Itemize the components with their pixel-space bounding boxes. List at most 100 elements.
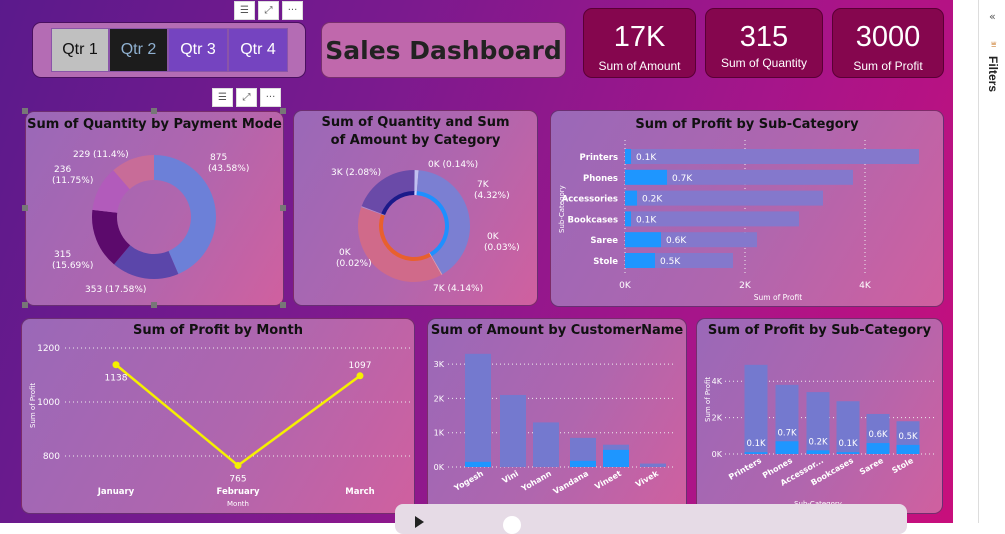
data-label: 765: [229, 474, 246, 484]
slicer-qtr2[interactable]: Qtr 2: [109, 28, 168, 72]
x-tick-label: Vini: [501, 469, 521, 486]
x-tick-label: March: [345, 487, 374, 497]
donut-outer-slice: [416, 170, 470, 275]
slicer-qtr4[interactable]: Qtr 4: [228, 28, 288, 72]
more-options-icon[interactable]: ···: [260, 88, 281, 107]
focus-mode-icon[interactable]: ⤢: [258, 1, 279, 20]
title-card: Sales Dashboard: [321, 22, 566, 78]
chart-title: Sum of Profit by Month: [133, 323, 303, 338]
resize-handle[interactable]: [151, 108, 157, 114]
panel-subcat-hbar[interactable]: Sum of Profit by Sub-Category: [550, 110, 944, 307]
bar-total: [500, 394, 526, 467]
y-tick-label: Stole: [593, 257, 618, 267]
filters-pane: « ⩸ Filters: [953, 0, 1005, 523]
slicer-qtr1[interactable]: Qtr 1: [51, 28, 109, 72]
resize-handle[interactable]: [280, 108, 286, 114]
donut-inner-slice: [429, 252, 432, 257]
data-label: (11.75%): [52, 176, 93, 186]
x-tick-label: Yogesh: [452, 469, 485, 494]
y-tick-label: 0K: [712, 450, 723, 459]
data-label: 0.7K: [672, 174, 693, 184]
filter-icon: ⩸: [991, 40, 997, 50]
data-label: (0.03%): [484, 243, 520, 253]
kpi-amount: 17K Sum of Amount: [583, 8, 696, 78]
bar-total: [744, 364, 768, 454]
donut-outer-slice: [358, 207, 442, 282]
filters-label[interactable]: Filters: [986, 56, 1000, 93]
filter-icon[interactable]: ☰: [212, 88, 233, 107]
data-label: 0.2K: [642, 195, 663, 205]
data-label: 0.6K: [666, 236, 687, 246]
x-tick-label: 2K: [739, 281, 752, 291]
bar-highlight: [896, 444, 920, 454]
donut-outer-slice: [361, 206, 383, 215]
x-axis-title: Sum of Profit: [754, 293, 802, 302]
resize-handle[interactable]: [280, 205, 286, 211]
donut-outer-slice: [361, 170, 415, 214]
x-tick-label: February: [216, 487, 259, 497]
kpi-label: Sum of Quantity: [720, 56, 808, 70]
data-label: 0.5K: [660, 257, 681, 267]
donut-slice: [114, 245, 179, 279]
data-label: 0.6K: [868, 430, 888, 440]
bar-total: [640, 463, 666, 467]
data-label: 1097: [349, 361, 372, 371]
data-label: 7K: [477, 180, 490, 190]
y-tick-label: 1200: [37, 344, 60, 354]
donut-slice: [92, 170, 130, 213]
chart-title: Sum of Quantity by Payment Mode: [27, 117, 282, 132]
data-label: 0K: [487, 232, 500, 242]
bar-total: [625, 211, 799, 227]
y-tick-label: 0K: [434, 463, 445, 472]
y-tick-label: Phones: [583, 174, 618, 184]
bar-highlight: [806, 450, 830, 454]
chart-title: Sum of Amount by CustomerName: [430, 323, 684, 338]
kpi-profit: 3000 Sum of Profit: [832, 8, 944, 78]
data-label: 0.1K: [838, 439, 858, 449]
bar-total: [836, 401, 860, 454]
y-tick-label: 1000: [37, 398, 60, 408]
data-point: [356, 372, 364, 380]
bar-highlight: [744, 452, 768, 454]
donut-outer-slice: [430, 255, 443, 275]
x-tick-label: Vineet: [593, 469, 623, 491]
seek-slider[interactable]: [503, 516, 521, 534]
data-label: 1138: [105, 374, 128, 384]
resize-handle[interactable]: [22, 108, 28, 114]
y-tick-label: 800: [43, 452, 60, 462]
resize-handle[interactable]: [22, 205, 28, 211]
x-tick-label: Vandana: [552, 469, 590, 496]
focus-mode-icon[interactable]: ⤢: [236, 88, 257, 107]
filter-icon[interactable]: ☰: [234, 1, 255, 20]
media-player-bar[interactable]: [395, 504, 907, 534]
collapse-icon[interactable]: «: [989, 10, 996, 23]
resize-handle[interactable]: [151, 302, 157, 308]
data-label: (15.69%): [52, 261, 93, 271]
slicer-toolbar: ☰ ⤢ ···: [234, 1, 303, 20]
bar-highlight: [866, 443, 890, 454]
donut-inner-slice: [381, 191, 415, 215]
data-label: 0K (0.14%): [428, 160, 478, 170]
bar-profit: [625, 253, 655, 268]
x-tick-label: 0K: [619, 281, 632, 291]
data-label: 0.1K: [746, 439, 766, 449]
chart-title: Sum of Profit by Sub-Category: [707, 323, 932, 338]
y-axis-title: Sum of Profit: [704, 377, 712, 422]
line-series: [115, 363, 361, 468]
x-tick-label: Printers: [727, 456, 763, 482]
slicer-qtr3[interactable]: Qtr 3: [168, 28, 228, 72]
donut-inner-slice: [381, 213, 386, 216]
y-tick-label: Printers: [580, 153, 618, 163]
y-tick-label: Accessories: [562, 195, 618, 205]
bar-total: [625, 169, 853, 185]
data-label: 0.1K: [636, 215, 657, 225]
more-options-icon[interactable]: ···: [282, 1, 303, 20]
panel-month-line[interactable]: Sum of Profit by Month: [21, 318, 415, 514]
x-tick-label: 4K: [859, 281, 872, 291]
kpi-label: Sum of Profit: [853, 59, 923, 73]
resize-handle[interactable]: [22, 302, 28, 308]
kpi-value: 315: [739, 21, 789, 53]
resize-handle[interactable]: [280, 302, 286, 308]
donut-slice: [154, 155, 216, 275]
play-icon[interactable]: [415, 516, 424, 528]
